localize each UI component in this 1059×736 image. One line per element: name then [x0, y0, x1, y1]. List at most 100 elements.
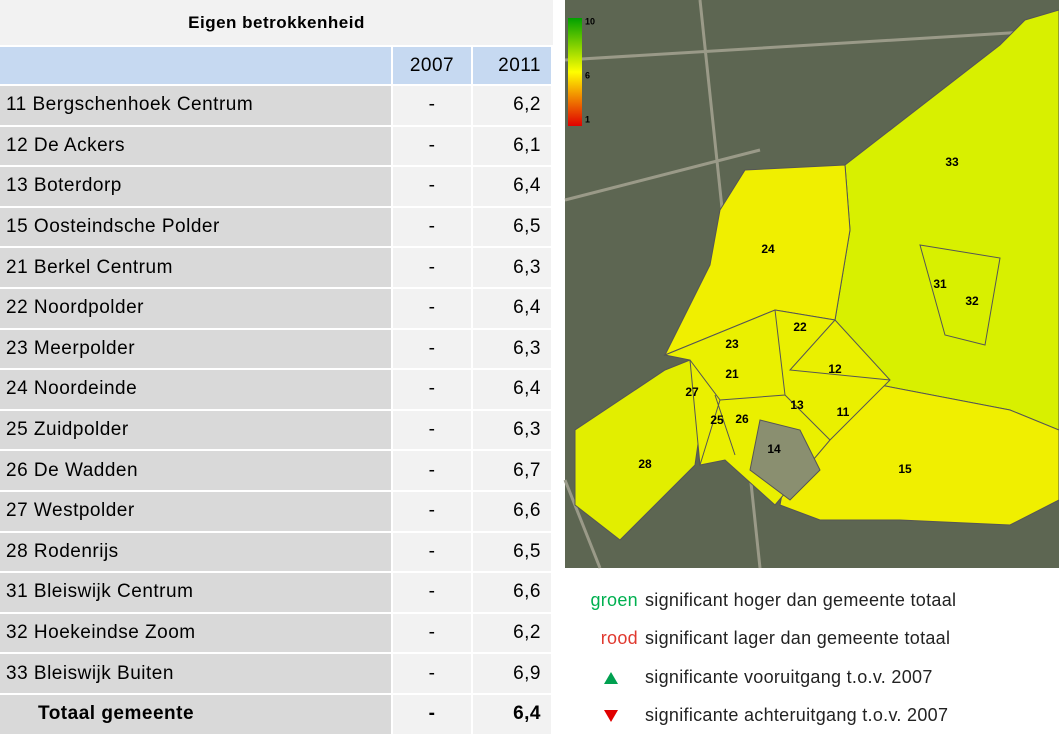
- region-label: 23: [725, 337, 739, 351]
- cell-2007: -: [393, 694, 473, 734]
- cell-2011: 6,3: [473, 410, 553, 450]
- scale-label: 6: [585, 70, 590, 80]
- legend-text: significante achteruitgang t.o.v. 2007: [645, 705, 948, 725]
- cell-2011: 6,5: [473, 207, 553, 247]
- row-name: 32 Hoekeindse Zoom: [0, 613, 393, 653]
- down-triangle: [604, 710, 618, 722]
- cell-2007: -: [393, 288, 473, 328]
- cell-2007: -: [393, 532, 473, 572]
- region: [919, 244, 1001, 346]
- region-label: 14: [767, 442, 781, 456]
- header-blank: [0, 47, 393, 84]
- row-name: 27 Westpolder: [0, 491, 393, 531]
- table-row: 22 Noordpolder -6,4: [0, 288, 553, 330]
- cell-2007: -: [393, 248, 473, 287]
- cell-2011: 6,4: [473, 167, 553, 206]
- region-label: 13: [790, 398, 804, 412]
- region-border: [689, 309, 891, 466]
- region: [574, 359, 701, 541]
- road: [563, 0, 1059, 569]
- legend-text: significant hoger dan gemeente totaal: [645, 590, 956, 610]
- region-label: 31: [933, 277, 947, 291]
- cell-2007: -: [393, 329, 473, 369]
- region-label: 15: [898, 462, 912, 476]
- table-title: Eigen betrokkenheid: [0, 0, 553, 47]
- row-name: 13 Boterdorp: [0, 167, 393, 206]
- cell-2007: -: [393, 613, 473, 653]
- row-name: 28 Rodenrijs: [0, 532, 393, 572]
- aerial-tone: [565, 0, 1059, 568]
- table-row: 32 Hoekeindse Zoom -6,2: [0, 613, 553, 655]
- row-name: 12 De Ackers: [0, 126, 393, 166]
- row-name: Totaal gemeente: [0, 694, 393, 734]
- table-row: 11 Bergschenhoek Centrum -6,2: [0, 86, 553, 127]
- region-label: 32: [965, 294, 979, 308]
- aerial-background: [565, 0, 1059, 568]
- scale-label: 10: [585, 16, 595, 26]
- row-name: 23 Meerpolder: [0, 329, 393, 369]
- table-row: 25 Zuidpolder -6,3: [0, 410, 553, 452]
- cell-2007: -: [393, 573, 473, 612]
- table-row: 13 Boterdorp -6,4: [0, 167, 553, 208]
- table-row: 15 Oosteindsche Polder -6,5: [0, 207, 553, 249]
- scale-label: 1: [585, 114, 590, 124]
- region-label: 21: [725, 367, 739, 381]
- cell-2011: 6,5: [473, 532, 553, 572]
- region-label: 11: [837, 405, 850, 419]
- legend-key: rood: [601, 628, 638, 648]
- region: [834, 9, 1059, 431]
- region-label: 27: [685, 385, 699, 399]
- header-cell: 2007: [393, 47, 473, 84]
- region: [749, 419, 821, 501]
- header-cell: 2011: [473, 47, 553, 84]
- cell-2007: -: [393, 167, 473, 206]
- cell-2011: 6,3: [473, 329, 553, 369]
- region-label: 26: [735, 412, 749, 426]
- table-row: 27 Westpolder -6,6: [0, 491, 553, 533]
- table-row: 21 Berkel Centrum -6,3: [0, 248, 553, 289]
- row-name: 21 Berkel Centrum: [0, 248, 393, 287]
- table-row: 28 Rodenrijs -6,5: [0, 532, 553, 574]
- cell-2011: 6,6: [473, 573, 553, 612]
- row-name: 15 Oosteindsche Polder: [0, 207, 393, 247]
- row-name: 25 Zuidpolder: [0, 410, 393, 450]
- table-row: 33 Bleiswijk Buiten -6,9: [0, 654, 553, 695]
- region-label: 22: [793, 320, 807, 334]
- region-label: 33: [945, 155, 959, 169]
- title-text: Eigen betrokkenheid: [188, 12, 365, 32]
- table-row: 24 Noordeinde -6,4: [0, 370, 553, 411]
- table-row: Totaal gemeente -6,4: [0, 694, 553, 736]
- header-row: 2007 2011: [0, 47, 553, 86]
- row-name: 26 De Wadden: [0, 451, 393, 490]
- table-row: 31 Bleiswijk Centrum -6,6: [0, 573, 553, 614]
- cell-2011: 6,1: [473, 126, 553, 166]
- cell-2007: -: [393, 207, 473, 247]
- cell-2007: -: [393, 86, 473, 125]
- legend-text: significant lager dan gemeente totaal: [645, 628, 950, 648]
- cell-2011: 6,4: [473, 288, 553, 328]
- color-scale: [568, 18, 582, 126]
- cell-2007: -: [393, 654, 473, 693]
- table-row: 12 De Ackers -6,1: [0, 126, 553, 168]
- row-name: 33 Bleiswijk Buiten: [0, 654, 393, 693]
- cell-2007: -: [393, 410, 473, 450]
- cell-2011: 6,6: [473, 491, 553, 531]
- up-triangle: [604, 672, 618, 684]
- cell-2007: -: [393, 491, 473, 531]
- cell-2007: -: [393, 126, 473, 166]
- cell-2007: -: [393, 370, 473, 409]
- region: [663, 164, 851, 356]
- cell-2011: 6,3: [473, 248, 553, 287]
- row-name: 22 Noordpolder: [0, 288, 393, 328]
- cell-2011: 6,4: [473, 694, 553, 734]
- region: [663, 309, 891, 506]
- cell-2011: 6,2: [473, 86, 553, 125]
- cell-2011: 6,9: [473, 654, 553, 693]
- region-label: 24: [761, 242, 775, 256]
- region-label: 12: [828, 362, 842, 376]
- cell-2011: 6,7: [473, 451, 553, 490]
- legend-text: significante vooruitgang t.o.v. 2007: [645, 667, 933, 687]
- row-name: 11 Bergschenhoek Centrum: [0, 86, 393, 125]
- legend-key: groen: [590, 590, 638, 610]
